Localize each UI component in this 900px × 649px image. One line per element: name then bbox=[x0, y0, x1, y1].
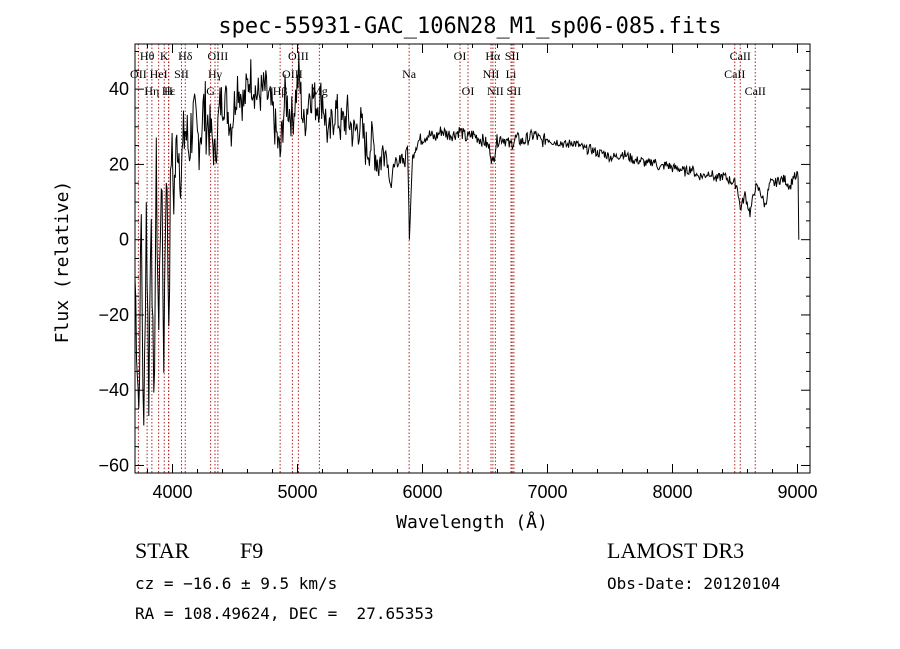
line-label: Hδ bbox=[178, 49, 193, 63]
line-markers bbox=[137, 44, 756, 473]
line-label: Hβ bbox=[273, 84, 288, 98]
line-label: NII bbox=[487, 84, 504, 98]
line-label: K bbox=[160, 49, 169, 63]
line-label: Hε bbox=[162, 84, 176, 98]
y-tick-label: −40 bbox=[98, 380, 129, 400]
line-label: CaII bbox=[730, 49, 751, 63]
line-label: Li bbox=[506, 67, 517, 81]
y-axis: −60 −40 −20 0 20 40 bbox=[98, 51, 810, 475]
survey-name: LAMOST DR3 bbox=[607, 538, 745, 563]
y-tick-label: 40 bbox=[109, 79, 129, 99]
line-label: Hγ bbox=[208, 67, 223, 81]
y-tick-label: 0 bbox=[119, 230, 129, 250]
x-axis: 4000 5000 6000 7000 8000 9000 bbox=[147, 44, 818, 502]
line-label: HeI bbox=[150, 67, 168, 81]
x-tick-label: 5000 bbox=[277, 482, 317, 502]
y-axis-label: Flux (relative) bbox=[52, 181, 73, 344]
line-label: Hη bbox=[144, 84, 159, 98]
line-label: Hθ bbox=[140, 49, 155, 63]
ra-dec: RA = 108.49624, DEC = 27.65353 bbox=[135, 604, 434, 623]
spectrum-line bbox=[134, 55, 800, 426]
y-tick-label: 20 bbox=[109, 154, 129, 174]
line-label: Na bbox=[402, 67, 417, 81]
x-tick-label: 4000 bbox=[152, 482, 192, 502]
x-tick-label: 7000 bbox=[527, 482, 567, 502]
x-tick-label: 6000 bbox=[402, 482, 442, 502]
y-tick-label: −20 bbox=[98, 305, 129, 325]
line-label: G bbox=[206, 84, 215, 98]
x-tick-label: 9000 bbox=[777, 482, 817, 502]
line-label: CaII bbox=[724, 67, 745, 81]
cz-value: cz = −16.6 ± 9.5 km/s bbox=[135, 574, 338, 593]
x-axis-label: Wavelength (Å) bbox=[396, 511, 548, 533]
line-label: SII bbox=[174, 67, 189, 81]
line-label: OI bbox=[454, 49, 467, 63]
chart-title: spec-55931-GAC_106N28_M1_sp06-085.fits bbox=[218, 14, 721, 39]
line-label: Hα bbox=[485, 49, 501, 63]
line-label: NII bbox=[483, 67, 500, 81]
line-label: SII bbox=[505, 49, 520, 63]
subclass: F9 bbox=[240, 538, 264, 563]
line-label: OII bbox=[130, 67, 147, 81]
x-tick-label: 8000 bbox=[652, 482, 692, 502]
obs-date: Obs-Date: 20120104 bbox=[607, 574, 781, 593]
object-class: STAR bbox=[135, 538, 190, 563]
line-label: CaII bbox=[745, 84, 766, 98]
line-label: H bbox=[164, 84, 173, 98]
line-label: SII bbox=[507, 84, 522, 98]
line-label: OIII bbox=[208, 49, 229, 63]
y-tick-label: −60 bbox=[98, 455, 129, 475]
line-label: OI bbox=[462, 84, 475, 98]
